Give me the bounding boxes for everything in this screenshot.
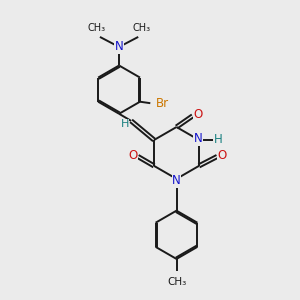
Text: O: O — [128, 148, 137, 161]
Text: Br: Br — [156, 97, 169, 110]
Text: CH₃: CH₃ — [167, 277, 186, 286]
Text: O: O — [218, 148, 227, 161]
Text: CH₃: CH₃ — [132, 22, 150, 32]
Text: N: N — [115, 40, 124, 53]
Text: N: N — [172, 174, 181, 188]
Text: CH₃: CH₃ — [88, 22, 106, 32]
Text: N: N — [194, 132, 203, 145]
Text: H: H — [120, 119, 129, 129]
Text: H: H — [214, 134, 223, 146]
Text: O: O — [194, 108, 202, 121]
